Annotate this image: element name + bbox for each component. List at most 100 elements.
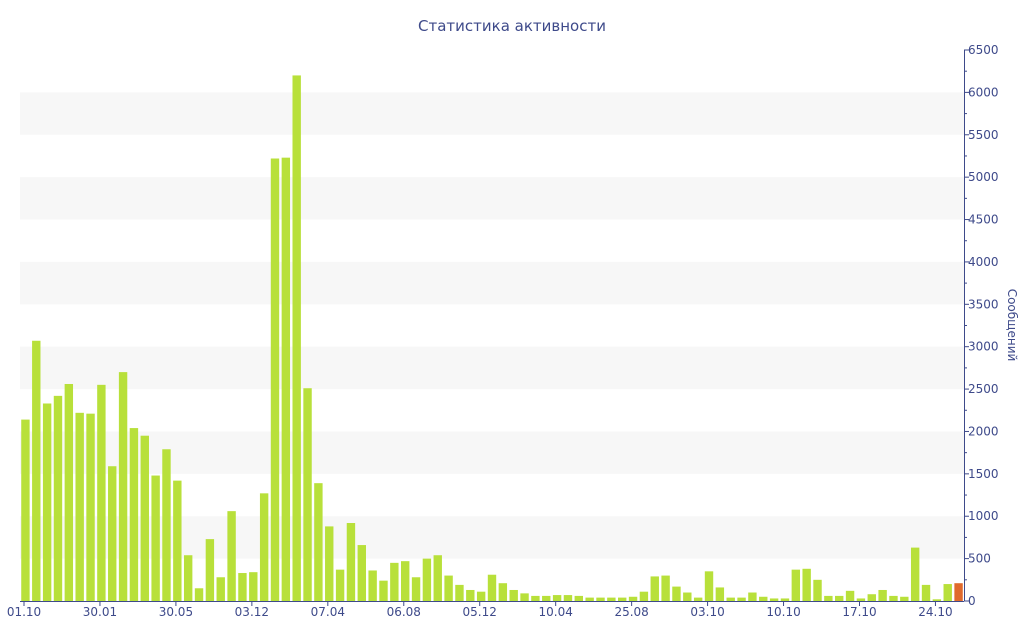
bar[interactable] (259, 493, 269, 601)
bar[interactable] (379, 580, 388, 601)
bar[interactable] (737, 597, 746, 601)
bar[interactable] (97, 384, 106, 601)
bar[interactable] (86, 413, 95, 601)
bar[interactable] (693, 597, 703, 601)
bar[interactable] (357, 545, 366, 601)
bar[interactable] (672, 586, 681, 601)
bar[interactable] (466, 589, 475, 601)
y-tick-label: 5000 (968, 170, 999, 184)
bar[interactable] (650, 576, 659, 601)
bar[interactable] (270, 158, 280, 602)
bar[interactable] (42, 403, 52, 601)
bar[interactable] (108, 466, 117, 601)
bar[interactable] (53, 395, 63, 601)
bar[interactable] (932, 599, 942, 601)
bar[interactable] (921, 584, 931, 601)
bar[interactable] (748, 592, 757, 601)
bar[interactable] (683, 592, 692, 601)
bar[interactable] (32, 340, 41, 601)
bar[interactable] (433, 555, 442, 601)
bar[interactable] (487, 574, 497, 601)
bar[interactable] (401, 561, 410, 601)
bar[interactable] (162, 449, 171, 601)
bar[interactable] (422, 558, 432, 601)
bar[interactable] (596, 597, 605, 601)
y-tick-label: 6000 (968, 85, 999, 99)
bar[interactable] (292, 75, 301, 602)
bar[interactable] (552, 595, 562, 601)
bar[interactable] (390, 562, 399, 601)
y-tick-label: 6500 (968, 43, 999, 57)
bar[interactable] (856, 598, 866, 601)
bar[interactable] (151, 475, 160, 601)
bar[interactable] (129, 428, 139, 601)
bar[interactable] (21, 419, 30, 601)
bar[interactable] (249, 572, 258, 601)
x-tick-label: 05.12 (463, 605, 497, 619)
bar[interactable] (845, 590, 855, 601)
bar-current[interactable] (954, 583, 963, 601)
bar[interactable] (520, 593, 529, 601)
bar[interactable] (563, 595, 573, 601)
bar[interactable] (759, 596, 768, 601)
bar[interactable] (835, 595, 844, 601)
bar[interactable] (173, 480, 182, 601)
bar[interactable] (628, 596, 638, 601)
bar[interactable] (314, 483, 323, 601)
bar[interactable] (813, 579, 822, 601)
bar[interactable] (140, 435, 149, 601)
bar[interactable] (867, 594, 876, 601)
bar[interactable] (455, 584, 464, 601)
bar[interactable] (878, 589, 887, 601)
x-tick-label: 17.10 (842, 605, 876, 619)
bar[interactable] (900, 596, 909, 601)
bar[interactable] (704, 571, 714, 601)
bar[interactable] (802, 568, 811, 601)
bar[interactable] (194, 588, 204, 601)
bar[interactable] (618, 597, 627, 601)
bar[interactable] (824, 595, 833, 601)
bar[interactable] (542, 595, 551, 601)
x-tick-label: 30.01 (83, 605, 117, 619)
bar[interactable] (769, 598, 779, 601)
bar[interactable] (476, 591, 486, 601)
x-tick-label: 30.05 (159, 605, 193, 619)
bar[interactable] (639, 591, 649, 601)
grid-band (20, 261, 964, 305)
bar[interactable] (281, 157, 291, 601)
bar[interactable] (791, 569, 801, 601)
bar[interactable] (498, 583, 508, 601)
bar[interactable] (325, 526, 334, 601)
bar[interactable] (531, 595, 540, 601)
x-tick-label: 07.04 (311, 605, 345, 619)
bar[interactable] (444, 575, 453, 601)
bar[interactable] (780, 598, 790, 601)
bar[interactable] (411, 577, 421, 601)
bar[interactable] (910, 547, 920, 601)
bar[interactable] (715, 587, 725, 601)
bar[interactable] (75, 412, 84, 601)
bar[interactable] (607, 597, 616, 601)
bar[interactable] (64, 383, 74, 601)
bar[interactable] (943, 584, 952, 601)
bar[interactable] (661, 575, 670, 601)
y-tick-label: 1000 (968, 509, 999, 523)
bar[interactable] (303, 388, 312, 601)
bar[interactable] (574, 595, 583, 601)
bar[interactable] (346, 523, 356, 601)
bar[interactable] (238, 573, 247, 601)
bar[interactable] (335, 569, 345, 601)
bar[interactable] (726, 597, 735, 601)
bar[interactable] (227, 511, 236, 601)
bar[interactable] (205, 539, 215, 601)
bar[interactable] (368, 570, 377, 601)
y-tick-label: 500 (968, 552, 991, 566)
bar[interactable] (118, 372, 128, 601)
bar[interactable] (183, 555, 193, 601)
y-tick-label: 4500 (968, 213, 999, 227)
bar[interactable] (889, 595, 898, 601)
bar[interactable] (509, 589, 518, 601)
bar[interactable] (216, 577, 225, 601)
bar[interactable] (585, 597, 594, 601)
y-axis-label: Сообщений (1005, 289, 1019, 362)
